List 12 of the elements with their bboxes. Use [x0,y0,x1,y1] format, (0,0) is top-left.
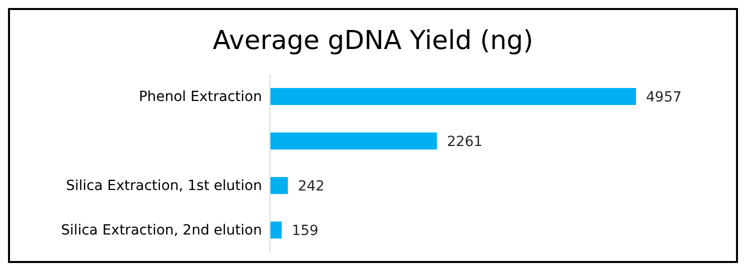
y-tick-label: Silica Extraction, 2nd elution [61,222,262,239]
data-label: 2261 [446,134,483,150]
bar [270,177,288,194]
y-tick-label: Silica Extraction, 1st elution [66,178,262,194]
bar [270,88,636,105]
bar [270,222,282,238]
y-tick-label: Phenol Extraction [138,89,262,106]
data-label: 242 [298,178,325,194]
chart-title: Average gDNA Yield (ng) [212,26,534,58]
data-label: 159 [292,222,318,239]
bar [270,132,437,150]
data-label: 4957 [646,89,682,106]
